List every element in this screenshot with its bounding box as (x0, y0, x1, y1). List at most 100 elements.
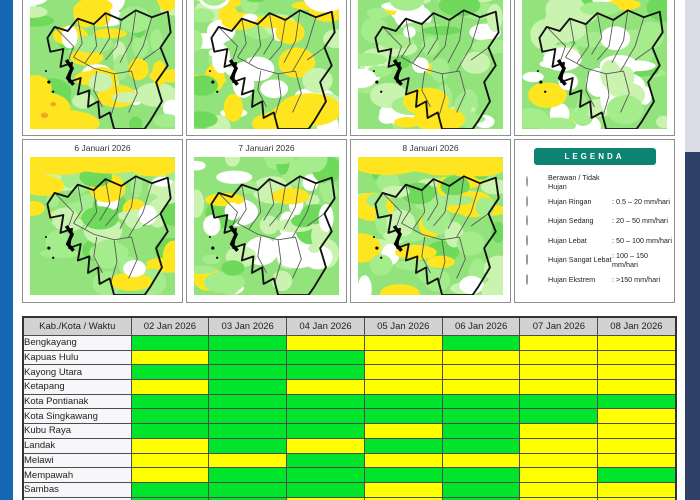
map-panel-7jan: 7 Januari 2026 (186, 139, 347, 303)
table-row: Sambas (22, 481, 677, 498)
forecast-cell-yellow (441, 379, 521, 395)
forecast-cell-yellow (130, 467, 210, 483)
legend-item-label: Hujan Ringan (548, 196, 592, 206)
forecast-cell-yellow (363, 335, 443, 351)
forecast-cell-yellow (597, 423, 677, 439)
forecast-cell-green (130, 393, 210, 410)
map-panel-6jan: 6 Januari 2026 (22, 139, 183, 303)
forecast-cell-yellow (597, 437, 677, 454)
forecast-cell-yellow (519, 349, 599, 366)
legend-item: Hujan Ringan : 0.5 – 20 mm/hari (515, 192, 674, 212)
forecast-cell-green (286, 452, 365, 469)
forecast-cell-green (363, 408, 443, 425)
map-panel-8jan: 8 Januari 2026 (350, 139, 511, 303)
column-header-date: 04 Jan 2026 (286, 316, 365, 336)
forecast-cell-green (286, 393, 365, 410)
table-row: Kapuas Hulu (22, 349, 677, 366)
table-row: Kubu Raya (22, 423, 677, 439)
background-right-panel (685, 0, 700, 500)
region-name-cell: Ketapang (22, 379, 132, 395)
forecast-cell-yellow (597, 481, 677, 498)
forecast-cell-yellow (130, 349, 210, 366)
forecast-cell-yellow (208, 452, 288, 469)
forecast-cell-green (130, 496, 210, 500)
forecast-cell-yellow (519, 364, 599, 381)
map-panel-top-4 (514, 0, 675, 136)
forecast-cell-yellow (286, 379, 365, 395)
table-row: Bengkayang (22, 335, 677, 351)
forecast-cell-yellow (597, 496, 677, 500)
forecast-cell-green (130, 423, 210, 439)
forecast-cell-yellow (363, 364, 443, 381)
forecast-cell-yellow (363, 481, 443, 498)
forecast-cell-green (441, 335, 521, 351)
forecast-cell-yellow (130, 452, 210, 469)
legend-item-range: : 100 – 150 mm/hari (612, 250, 648, 269)
forecast-cell-yellow (519, 481, 599, 498)
forecast-cell-green (208, 481, 288, 498)
legend-item-range: : 50 – 100 mm/hari (612, 235, 672, 245)
forecast-cell-yellow (597, 335, 677, 351)
legend-item-label: Hujan Lebat (548, 235, 587, 245)
column-header-date: 02 Jan 2026 (130, 316, 210, 336)
region-name-cell: Kota Singkawang (22, 408, 132, 425)
forecast-cell-green (208, 335, 288, 351)
region-name-cell: Sanggau (22, 496, 132, 500)
column-header-date: 07 Jan 2026 (519, 316, 599, 336)
legend-item: Hujan Ekstrem : >150 mm/hari (515, 270, 674, 290)
forecast-cell-green (286, 467, 365, 483)
forecast-cell-green (286, 423, 365, 439)
legend-color-swatch (526, 215, 528, 227)
forecast-cell-yellow (286, 335, 365, 351)
forecast-cell-green (363, 393, 443, 410)
legend-title: LEGENDA (533, 148, 656, 165)
legend-item: Hujan Sangat Lebat : 100 – 150 mm/hari (515, 250, 674, 270)
forecast-cell-green (130, 364, 210, 381)
legend-color-swatch (526, 273, 528, 285)
forecast-cell-yellow (363, 423, 443, 439)
forecast-cell-green (441, 408, 521, 425)
legend: LEGENDA Berawan / Tidak Hujan Hujan Ring… (514, 139, 675, 303)
rainfall-map (194, 157, 339, 295)
forecast-cell-green (363, 437, 443, 454)
forecast-cell-green (208, 408, 288, 425)
forecast-cell-yellow (363, 349, 443, 366)
forecast-cell-yellow (519, 423, 599, 439)
region-name-cell: Kubu Raya (22, 423, 132, 439)
forecast-cell-green (208, 423, 288, 439)
forecast-cell-green (597, 393, 677, 410)
forecast-cell-yellow (519, 437, 599, 454)
table-row: Kayong Utara (22, 364, 677, 381)
forecast-table: Kab./Kota / Waktu 02 Jan 2026 03 Jan 2026 0… (22, 316, 677, 500)
map-date-label: 8 Januari 2026 (402, 143, 459, 153)
map-panel-top-2 (186, 0, 347, 136)
forecast-cell-yellow (597, 452, 677, 469)
forecast-cell-green (286, 349, 365, 366)
forecast-cell-green (363, 467, 443, 483)
column-header-date: 05 Jan 2026 (363, 316, 443, 336)
forecast-cell-green (208, 437, 288, 454)
forecast-cell-yellow (597, 379, 677, 395)
forecast-cell-green (286, 364, 365, 381)
region-name-cell: Sambas (22, 481, 132, 498)
forecast-cell-green (286, 408, 365, 425)
forecast-cell-green (441, 423, 521, 439)
column-header-region: Kab./Kota / Waktu (22, 316, 132, 336)
forecast-cell-green (208, 467, 288, 483)
forecast-cell-green (519, 408, 599, 425)
forecast-cell-yellow (519, 496, 599, 500)
map-date-label: 7 Januari 2026 (238, 143, 295, 153)
column-header-date: 06 Jan 2026 (441, 316, 521, 336)
forecast-cell-yellow (597, 408, 677, 425)
forecast-cell-yellow (441, 349, 521, 366)
region-name-cell: Mempawah (22, 467, 132, 483)
forecast-cell-green (441, 393, 521, 410)
region-name-cell: Bengkayang (22, 335, 132, 351)
legend-color-swatch (526, 234, 528, 246)
forecast-cell-yellow (363, 452, 443, 469)
legend-color-swatch (526, 254, 528, 266)
forecast-cell-yellow (130, 437, 210, 454)
region-name-cell: Kayong Utara (22, 364, 132, 381)
column-header-date: 08 Jan 2026 (597, 316, 677, 336)
background-left-bar (0, 0, 13, 500)
